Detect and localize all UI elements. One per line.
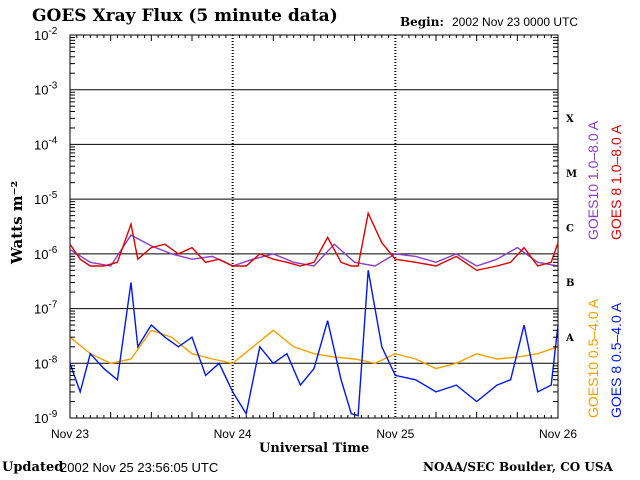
series-line [69, 234, 559, 267]
credit-text: NOAA/SEC Boulder, CO USA [423, 460, 613, 474]
x-tick-label: Nov 25 [376, 427, 414, 441]
y-tick-label: 10-7 [34, 300, 58, 317]
x-ticks: Nov 23 Nov 24 Nov 25 Nov 26 [51, 35, 577, 441]
flare-class-labels: A B C M X [565, 114, 577, 344]
x-tick-label: Nov 24 [214, 427, 252, 441]
chart-title: GOES Xray Flux (5 minute data) [32, 6, 338, 26]
y-tick-label: 10-8 [34, 354, 58, 371]
series-line [69, 211, 559, 272]
y-tick-label: 10-9 [34, 409, 58, 426]
legend-goes10-short: GOES10 0.5–4.0 A [585, 298, 601, 418]
legend-goes8-short: GOES 8 0.5–4.0 A [608, 302, 624, 418]
legend-goes10-long: GOES10 1.0–8.0 A [585, 120, 601, 240]
legend-goes8-long: GOES 8 1.0–8.0 A [608, 124, 624, 240]
y-axis-label: Watts m⁻² [8, 180, 26, 264]
y-tick-label: 10-6 [34, 245, 58, 262]
flare-class-label: M [566, 169, 577, 180]
y-tick-label: 10-4 [34, 135, 58, 152]
y-tick-label: 10-3 [34, 81, 58, 98]
flare-class-label: B [566, 278, 574, 289]
x-axis-label: Universal Time [259, 441, 370, 456]
y-tick-label: 10-2 [34, 26, 58, 43]
plot-area [69, 34, 559, 419]
x-tick-label: Nov 26 [539, 427, 577, 441]
flare-class-label: A [565, 333, 574, 344]
y-tick-label: 10-5 [34, 190, 58, 207]
series-line [69, 270, 559, 417]
flare-class-label: C [566, 224, 574, 235]
series-line [69, 329, 559, 370]
x-tick-label: Nov 23 [51, 427, 89, 441]
begin-value: 2002 Nov 23 0000 UTC [452, 15, 579, 29]
begin-label: Begin: [400, 15, 444, 29]
updated-value: 2002 Nov 25 23:56:05 UTC [60, 460, 219, 475]
flare-class-label: X [566, 114, 574, 125]
series-layer [69, 211, 559, 417]
updated-label: Updated [2, 460, 64, 475]
day-dividers [231, 35, 397, 418]
grid-lines [70, 89, 558, 364]
